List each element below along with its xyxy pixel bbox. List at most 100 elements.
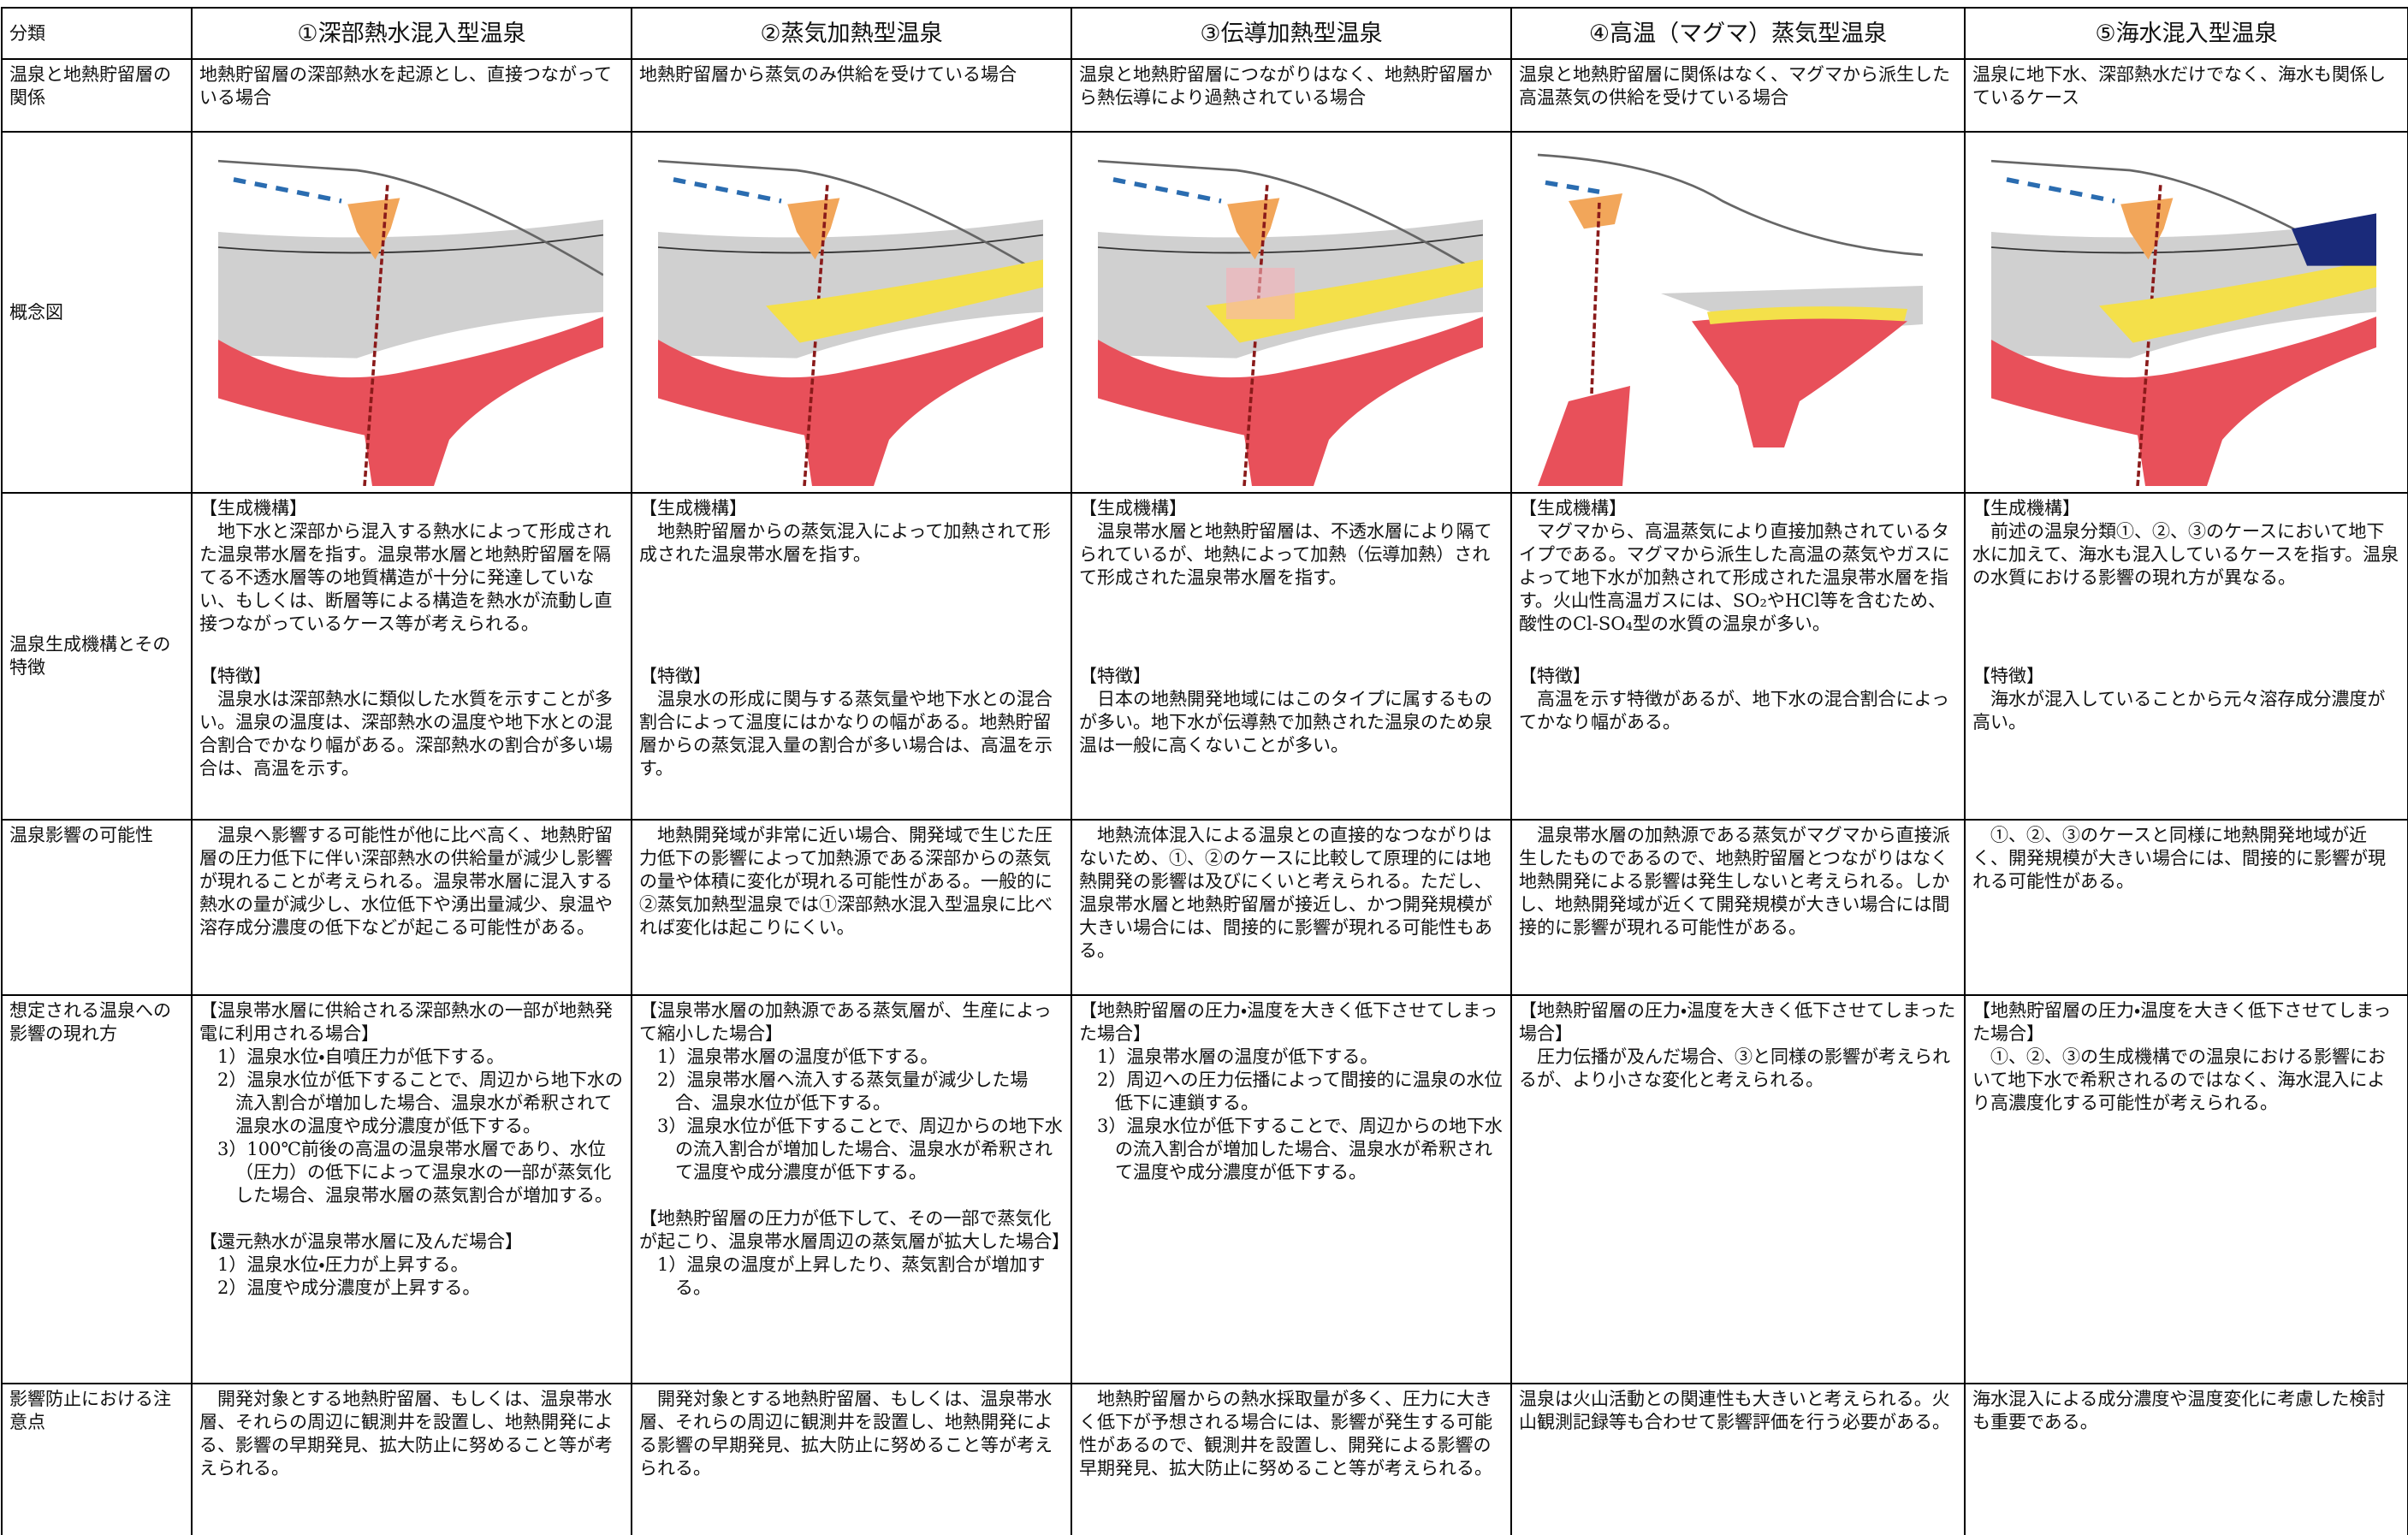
cell-text: ①、②、③のケースと同様に地熱開発地域が近く、開発規模が大きい場合には、間接的に… [1972,825,2386,892]
cell: 【地熱貯留層の圧力・温度を大きく低下させてしまった場合】 ①、②、③の生成機構での… [1964,994,2408,1384]
cell-text: 温泉と地熱貯留層につながりはなく、地熱貯留層から熱伝導により過熱されている場合 [1079,64,1492,108]
feature-heading: 【特徴】 [1519,666,1591,686]
group-item: 2）温度や成分濃度が上昇する。 [217,1277,481,1298]
group-item: 2）温泉帯水層へ流入する蒸気量が減少した場合、温泉水位が低下する。 [657,1070,1029,1113]
feature-heading: 【特徴】 [1079,666,1151,686]
table-row: 想定される温泉への影響の現れ方 【温泉帯水層に供給される深部熱水の一部が地熱発電に… [1,994,2408,1384]
cell: 地熱流体混入による温泉との直接的なつながりはないため、①、②のケースに比較して原… [1071,819,1512,996]
cell-text: 海水混入による成分濃度や温度変化に考慮した検討も重要である。 [1972,1389,2386,1432]
impact-group: 【地熱貯留層の圧力・温度を大きく低下させてしまった場合】 1）温泉帯水層の温度が低… [1079,999,1504,1184]
feature-text: 海水が混入していることから元々溶存成分濃度が高い。 [1972,689,2386,732]
cell: 【生成機構】 温泉帯水層と地熱貯留層は、不透水層により隔てられているが、地熱によっ… [1071,492,1512,821]
group-heading: 【地熱貯留層の圧力・温度を大きく低下させてしまった場合】 [1079,1000,1498,1044]
cell: 【温泉帯水層に供給される深部熱水の一部が地熱発電に利用される場合】 1）温泉水位・… [191,994,632,1384]
group-item: 3）100℃前後の高温の温泉帯水層であり、水位（圧力）の低下によって温泉水の一部… [217,1139,613,1206]
group-item: 1）温泉帯水層の温度が低下する。 [1097,1046,1379,1067]
diagram-cell [1964,131,2408,494]
impact-group: 【温泉帯水層の加熱源である蒸気層が、生産によって縮小した場合】 1）温泉帯水層の温… [639,999,1064,1184]
feature-text: 日本の地熱開発地域にはこのタイプに属するものが多い。地下水が伝導熱で加熱された温… [1079,689,1492,756]
cell-text: 地熱開発域が非常に近い場合、開発域で生じた圧力低下の影響によって加熱源である深部… [639,825,1053,938]
row-label: 概念図 [1,131,193,494]
group-heading: 【還元熱水が温泉帯水層に及んだ場合】 [199,1231,523,1252]
group-item: 1）温泉帯水層の温度が低下する。 [657,1046,939,1067]
cell-text: 温泉と地熱貯留層に関係はなく、マグマから派生した高温蒸気の供給を受けている場合 [1519,64,1950,108]
cell: 地熱開発域が非常に近い場合、開発域で生じた圧力低下の影響によって加熱源である深部… [631,819,1072,996]
row-label: 温泉生成機構とその特徴 [1,492,193,821]
concept-diagram [1098,139,1483,486]
cell: 【生成機構】 地下水と深部から混入する熱水によって形成された温泉帯水層を指す。温泉… [191,492,632,821]
mechanism-block: 【生成機構】 温泉帯水層と地熱貯留層は、不透水層により隔てられているが、地熱によっ… [1079,497,1504,665]
group-item: 3）温泉水位が低下することで、周辺からの地下水の流入割合が増加した場合、温泉水が… [657,1116,1063,1182]
concept-diagram [218,139,603,486]
cell: 【生成機構】 前述の温泉分類①、②、③のケースにおいて地下水に加えて、海水も混入し… [1964,492,2408,821]
group-item: 1）温泉水位・圧力が上昇する。 [217,1254,469,1275]
concept-diagram [658,139,1043,486]
mechanism-heading: 【生成機構】 [1972,498,2080,519]
cell-text: 地熱貯留層から蒸気のみ供給を受けている場合 [639,64,1017,85]
group-item: 1）温泉水位・自噴圧力が低下する。 [217,1046,505,1067]
impact-group: 【温泉帯水層に供給される深部熱水の一部が地熱発電に利用される場合】 1）温泉水位・… [199,999,624,1207]
diagram-cell [1510,131,1966,494]
cell-text: 温泉帯水層の加熱源である蒸気がマグマから直接派生したものであるので、地熱貯留層と… [1519,825,1950,938]
cell-text: 開発対象とする地熱貯留層、もしくは、温泉帯水層、それらの周辺に観測井を設置し、地… [639,1389,1053,1479]
cell-text: 開発対象とする地熱貯留層、もしくは、温泉帯水層、それらの周辺に観測井を設置し、地… [199,1389,613,1479]
cell: 地熱貯留層から蒸気のみ供給を受けている場合 [631,58,1072,133]
feature-text: 温泉水の形成に関与する蒸気量や地下水との混合割合によって温度にはかなりの幅がある… [639,689,1053,779]
cell: 【生成機構】 地熱貯留層からの蒸気混入によって加熱されて形成された温泉帯水層を指す… [631,492,1072,821]
group-item: 3）温泉水位が低下することで、周辺からの地下水の流入割合が増加した場合、温泉水が… [1097,1116,1503,1182]
row-label: 温泉影響の可能性 [1,819,193,996]
mechanism-heading: 【生成機構】 [639,498,747,519]
mechanism-text: 地下水と深部から混入する熱水によって形成された温泉帯水層を指す。温泉帯水層と地熱… [199,521,613,634]
diagram-cell [631,131,1072,494]
diagram-cell [1071,131,1512,494]
header-cell: 分類 [1,7,193,60]
group-heading: 【地熱貯留層の圧力・温度を大きく低下させてしまった場合】 [1519,1000,1956,1044]
group-heading: 【温泉帯水層の加熱源である蒸気層が、生産によって縮小した場合】 [639,1000,1052,1044]
cell: 【地熱貯留層の圧力・温度を大きく低下させてしまった場合】 圧力伝播が及んだ場合、③… [1510,994,1966,1384]
group-heading: 【地熱貯留層の圧力が低下して、その一部で蒸気化が起こり、温泉帯水層周辺の蒸気層が… [639,1208,1071,1252]
header-cell: ③伝導加熱型温泉 [1071,7,1512,60]
feature-heading: 【特徴】 [1972,666,2044,686]
cell-text: 地熱流体混入による温泉との直接的なつながりはないため、①、②のケースに比較して原… [1079,825,1492,961]
mechanism-heading: 【生成機構】 [1519,498,1627,519]
feature-text: 高温を示す特徴があるが、地下水の混合割合によってかなり幅がある。 [1519,689,1949,732]
cell: 開発対象とする地熱貯留層、もしくは、温泉帯水層、それらの周辺に観測井を設置し、地… [191,1383,632,1535]
group-item: 1）温泉の温度が上昇したり、蒸気割合が増加する。 [657,1254,1046,1298]
feature-heading: 【特徴】 [199,666,271,686]
cell: 地熱貯留層の深部熱水を起源とし、直接つながっている場合 [191,58,632,133]
cell-text: 温泉は火山活動との関連性も大きいと考えられる。火山観測記録等も合わせて影響評価を… [1519,1389,1950,1432]
mechanism-heading: 【生成機構】 [1079,498,1187,519]
mechanism-text: 地熱貯留層からの蒸気混入によって加熱されて形成された温泉帯水層を指す。 [639,521,1051,565]
cell: 【地熱貯留層の圧力・温度を大きく低下させてしまった場合】 1）温泉帯水層の温度が低… [1071,994,1512,1384]
cell-text: 地熱貯留層からの熱水採取量が多く、圧力に大きく低下が予想される場合には、影響が発… [1079,1389,1492,1479]
group-item: 2）周辺への圧力伝播によって間接的に温泉の水位低下に連鎖する。 [1097,1070,1503,1113]
cell: 海水混入による成分濃度や温度変化に考慮した検討も重要である。 [1964,1383,2408,1535]
header-cell: ⑤海水混入型温泉 [1964,7,2408,60]
group-item: 2）温泉水位が低下することで、周辺から地下水の流入割合が増加した場合、温泉水が希… [217,1070,623,1136]
feature-text: 温泉水は深部熱水に類似した水質を示すことが多い。温泉の温度は、深部熱水の温度や地… [199,689,613,779]
group-item: ①、②、③の生成機構での温泉における影響において地下水で希釈されるのではなく、海… [1972,1046,2386,1113]
impact-group: 【地熱貯留層の圧力・温度を大きく低下させてしまった場合】 ①、②、③の生成機構での… [1972,999,2400,1115]
table-row: 温泉影響の可能性 温泉へ影響する可能性が他に比べ高く、地熱貯留層の圧力低下に伴い深… [1,819,2408,996]
cell: 温泉は火山活動との関連性も大きいと考えられる。火山観測記録等も合わせて影響評価を… [1510,1383,1966,1535]
row-label: 影響防止における注意点 [1,1383,193,1535]
cell: ①、②、③のケースと同様に地熱開発地域が近く、開発規模が大きい場合には、間接的に… [1964,819,2408,996]
cell: 地熱貯留層からの熱水採取量が多く、圧力に大きく低下が予想される場合には、影響が発… [1071,1383,1512,1535]
cell-text: 温泉へ影響する可能性が他に比べ高く、地熱貯留層の圧力低下に伴い深部熱水の供給量が… [199,825,613,938]
mechanism-block: 【生成機構】 地下水と深部から混入する熱水によって形成された温泉帯水層を指す。温泉… [199,497,624,665]
row-label: 温泉と地熱貯留層の関係 [1,58,193,133]
diagram-cell [191,131,632,494]
mechanism-block: 【生成機構】 マグマから、高温蒸気により直接加熱されているタイプである。マグマから… [1519,497,1957,665]
mechanism-text: 前述の温泉分類①、②、③のケースにおいて地下水に加えて、海水も混入しているケース… [1972,521,2399,588]
mechanism-block: 【生成機構】 地熱貯留層からの蒸気混入によって加熱されて形成された温泉帯水層を指す… [639,497,1064,665]
cell: 温泉帯水層の加熱源である蒸気がマグマから直接派生したものであるので、地熱貯留層と… [1510,819,1966,996]
header-row: 分類 ①深部熱水混入型温泉 ②蒸気加熱型温泉 ③伝導加熱型温泉 ④高温（マグマ）蒸気型温… [1,7,2408,60]
header-cell: ②蒸気加熱型温泉 [631,7,1072,60]
group-heading: 【温泉帯水層に供給される深部熱水の一部が地熱発電に利用される場合】 [199,1000,613,1044]
body: 分類 ①深部熱水混入型温泉 ②蒸気加熱型温泉 ③伝導加熱型温泉 ④高温（マグマ）蒸気型温… [0,7,2408,1535]
table-row: 概念図 [1,131,2408,494]
mechanism-block: 【生成機構】 前述の温泉分類①、②、③のケースにおいて地下水に加えて、海水も混入し… [1972,497,2400,665]
table-row: 影響防止における注意点 開発対象とする地熱貯留層、もしくは、温泉帯水層、それらの周… [1,1383,2408,1535]
mechanism-text: マグマから、高温蒸気により直接加熱されているタイプである。マグマから派生した高温… [1519,521,1950,634]
group-heading: 【地熱貯留層の圧力・温度を大きく低下させてしまった場合】 [1972,1000,2392,1044]
